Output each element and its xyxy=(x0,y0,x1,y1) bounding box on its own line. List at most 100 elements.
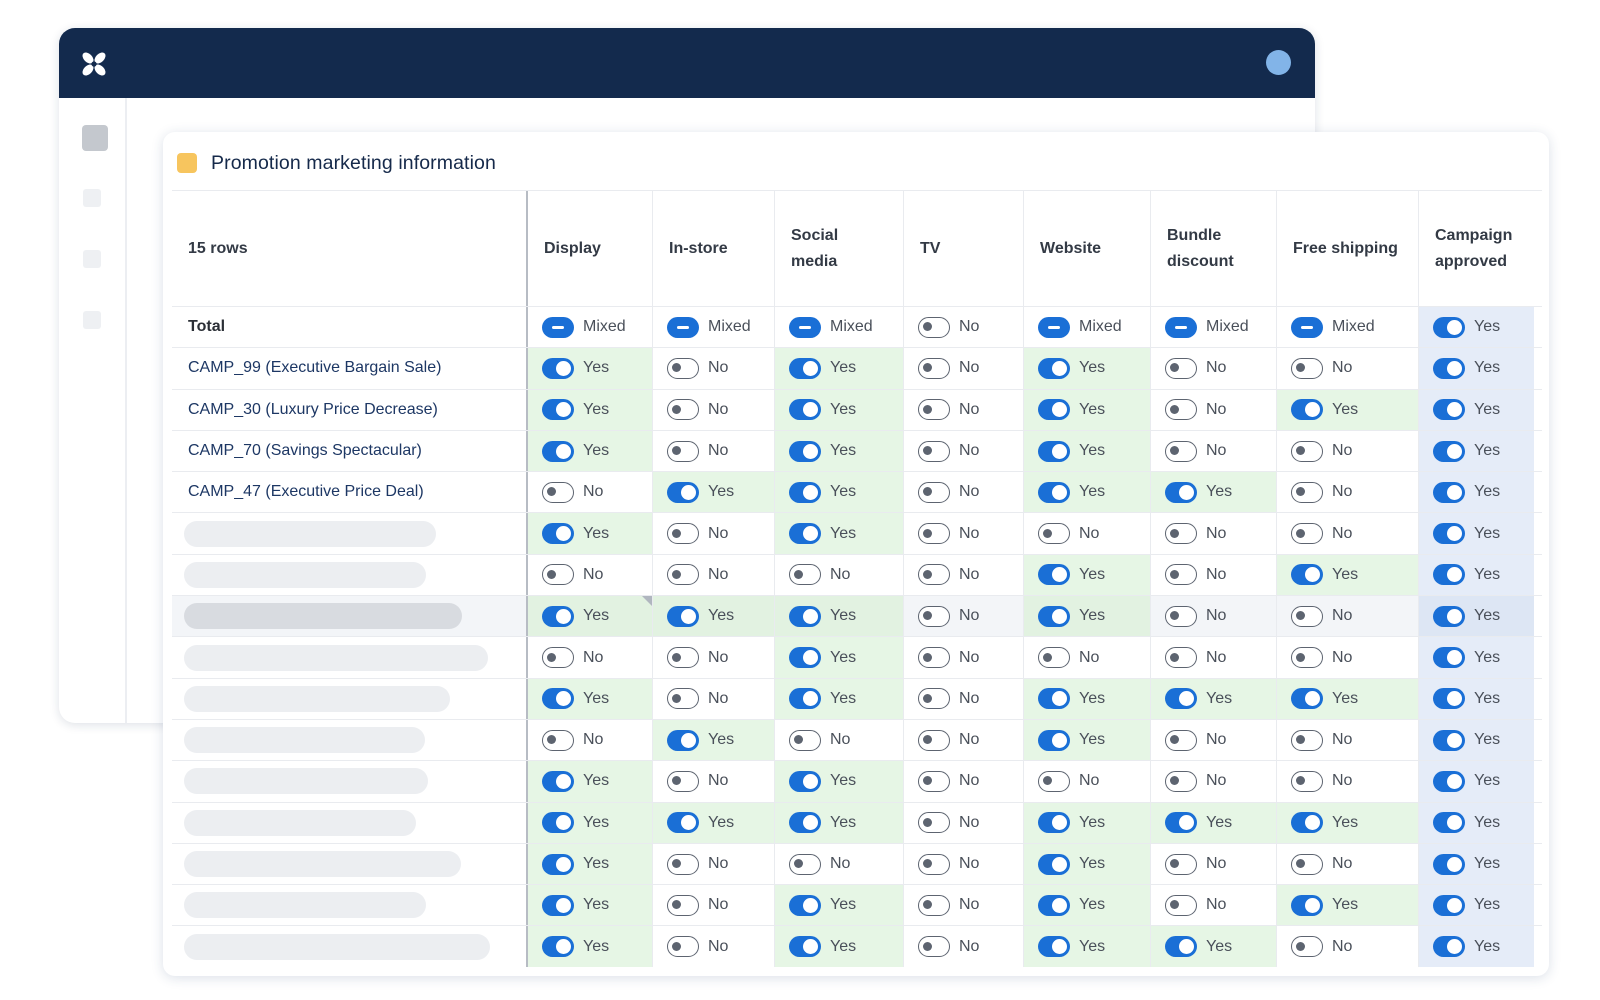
toggle-switch[interactable] xyxy=(542,316,574,338)
toggle-switch[interactable] xyxy=(1038,440,1070,462)
toggle-switch[interactable] xyxy=(542,481,574,503)
toggle-switch[interactable] xyxy=(1291,605,1323,627)
toggle-switch[interactable] xyxy=(1165,481,1197,503)
toggle-switch[interactable] xyxy=(1433,440,1465,462)
toggle-switch[interactable] xyxy=(1291,647,1323,669)
toggle-switch[interactable] xyxy=(789,523,821,545)
avatar[interactable] xyxy=(1266,50,1291,75)
toggle-switch[interactable] xyxy=(1433,481,1465,503)
toggle-switch[interactable] xyxy=(918,564,950,586)
rail-item-2[interactable] xyxy=(83,189,101,207)
toggle-switch[interactable] xyxy=(1291,316,1323,338)
toggle-switch[interactable] xyxy=(1291,440,1323,462)
table-row[interactable]: Yes Yes Yes No Yes No No Yes xyxy=(172,595,1542,637)
toggle-switch[interactable] xyxy=(667,357,699,379)
toggle-switch[interactable] xyxy=(542,770,574,792)
table-row[interactable]: Yes No Yes No No No No Yes xyxy=(172,760,1542,802)
toggle-switch[interactable] xyxy=(542,812,574,834)
toggle-switch[interactable] xyxy=(1291,357,1323,379)
toggle-switch[interactable] xyxy=(789,564,821,586)
toggle-switch[interactable] xyxy=(918,481,950,503)
toggle-switch[interactable] xyxy=(667,894,699,916)
toggle-switch[interactable] xyxy=(1433,564,1465,586)
table-row[interactable]: CAMP_99 (Executive Bargain Sale) Yes No Yes… xyxy=(172,347,1542,389)
toggle-switch[interactable] xyxy=(1038,605,1070,627)
toggle-switch[interactable] xyxy=(1038,523,1070,545)
toggle-switch[interactable] xyxy=(1165,647,1197,669)
toggle-switch[interactable] xyxy=(789,729,821,751)
toggle-switch[interactable] xyxy=(1433,936,1465,958)
table-row[interactable]: Yes No Yes No Yes Yes No Yes xyxy=(172,925,1542,967)
toggle-switch[interactable] xyxy=(667,564,699,586)
toggle-switch[interactable] xyxy=(918,729,950,751)
toggle-switch[interactable] xyxy=(1291,894,1323,916)
toggle-switch[interactable] xyxy=(1291,853,1323,875)
table-row[interactable]: Yes Yes Yes No Yes Yes Yes Yes xyxy=(172,801,1542,843)
toggle-switch[interactable] xyxy=(1433,894,1465,916)
table-row[interactable]: Yes No Yes No Yes No Yes Yes xyxy=(172,884,1542,926)
toggle-switch[interactable] xyxy=(1165,316,1197,338)
toggle-switch[interactable] xyxy=(1038,894,1070,916)
toggle-switch[interactable] xyxy=(542,523,574,545)
toggle-switch[interactable] xyxy=(667,812,699,834)
toggle-switch[interactable] xyxy=(667,729,699,751)
toggle-switch[interactable] xyxy=(789,357,821,379)
toggle-switch[interactable] xyxy=(1165,936,1197,958)
toggle-switch[interactable] xyxy=(789,399,821,421)
toggle-switch[interactable] xyxy=(1038,688,1070,710)
toggle-switch[interactable] xyxy=(918,357,950,379)
toggle-switch[interactable] xyxy=(918,605,950,627)
toggle-switch[interactable] xyxy=(667,481,699,503)
toggle-switch[interactable] xyxy=(1291,399,1323,421)
toggle-switch[interactable] xyxy=(1433,853,1465,875)
toggle-switch[interactable] xyxy=(789,770,821,792)
toggle-switch[interactable] xyxy=(1038,399,1070,421)
toggle-switch[interactable] xyxy=(1165,853,1197,875)
table-row[interactable]: Yes No Yes No Yes Yes Yes Yes xyxy=(172,677,1542,719)
toggle-switch[interactable] xyxy=(1038,357,1070,379)
toggle-switch[interactable] xyxy=(542,894,574,916)
toggle-switch[interactable] xyxy=(667,647,699,669)
toggle-switch[interactable] xyxy=(542,853,574,875)
toggle-switch[interactable] xyxy=(918,812,950,834)
toggle-switch[interactable] xyxy=(918,894,950,916)
toggle-switch[interactable] xyxy=(542,729,574,751)
toggle-switch[interactable] xyxy=(1165,729,1197,751)
rail-item-4[interactable] xyxy=(83,311,101,329)
toggle-switch[interactable] xyxy=(542,564,574,586)
toggle-switch[interactable] xyxy=(1165,894,1197,916)
toggle-switch[interactable] xyxy=(789,605,821,627)
toggle-switch[interactable] xyxy=(667,605,699,627)
table-row[interactable]: No No Yes No No No No Yes xyxy=(172,636,1542,678)
table-row[interactable]: No Yes No No Yes No No Yes xyxy=(172,718,1542,761)
column-header-free-shipping[interactable]: Free shipping xyxy=(1277,191,1419,306)
column-header-website[interactable]: Website xyxy=(1024,191,1151,306)
toggle-switch[interactable] xyxy=(1038,729,1070,751)
toggle-switch[interactable] xyxy=(667,440,699,462)
rail-item-1[interactable] xyxy=(82,125,108,151)
toggle-switch[interactable] xyxy=(1038,853,1070,875)
toggle-switch[interactable] xyxy=(1165,605,1197,627)
toggle-switch[interactable] xyxy=(1165,523,1197,545)
toggle-switch[interactable] xyxy=(918,853,950,875)
toggle-switch[interactable] xyxy=(918,770,950,792)
column-header-campaign-approved[interactable]: Campaign approved xyxy=(1435,226,1513,270)
toggle-switch[interactable] xyxy=(1038,770,1070,792)
toggle-switch[interactable] xyxy=(1291,688,1323,710)
toggle-switch[interactable] xyxy=(1165,564,1197,586)
table-row[interactable]: Yes No No No Yes No No Yes xyxy=(172,842,1542,885)
toggle-switch[interactable] xyxy=(789,812,821,834)
toggle-switch[interactable] xyxy=(1165,770,1197,792)
toggle-switch[interactable] xyxy=(1038,481,1070,503)
toggle-switch[interactable] xyxy=(1433,357,1465,379)
toggle-switch[interactable] xyxy=(1038,936,1070,958)
toggle-switch[interactable] xyxy=(789,647,821,669)
table-row[interactable]: CAMP_30 (Luxury Price Decrease) Yes No Yes N… xyxy=(172,388,1542,430)
table-row[interactable]: Yes No Yes No No No No Yes xyxy=(172,512,1542,554)
toggle-switch[interactable] xyxy=(1433,316,1465,338)
toggle-switch[interactable] xyxy=(1433,605,1465,627)
toggle-switch[interactable] xyxy=(789,440,821,462)
toggle-switch[interactable] xyxy=(1291,770,1323,792)
toggle-switch[interactable] xyxy=(1433,729,1465,751)
column-header-social-media[interactable]: Social media xyxy=(775,191,904,306)
